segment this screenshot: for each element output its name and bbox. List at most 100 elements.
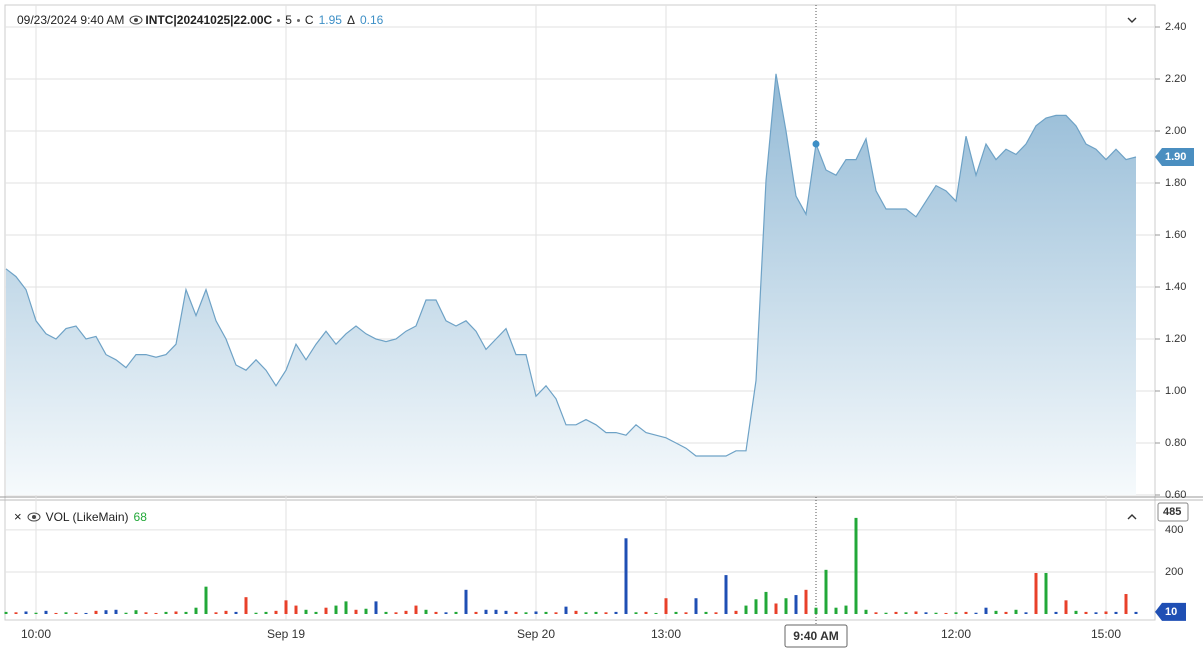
volume-bar [804,589,808,614]
x-tick-label: 10:00 [21,627,51,641]
volume-bar [604,612,608,614]
volume-bar [324,607,328,614]
volume-bar [594,611,598,614]
volume-bar [624,538,628,614]
volume-bar [304,609,308,614]
last-volume-tag [1155,602,1186,621]
x-tick-label: 13:00 [651,627,681,641]
volume-bar [144,612,148,614]
volume-bar [154,612,158,614]
volume-bar [334,605,338,614]
volume-bar [1094,612,1098,614]
volume-bar [74,612,78,614]
volume-bar [774,603,778,614]
volume-bar [384,611,388,614]
volume-bar [34,612,38,614]
volume-bar [254,612,258,614]
volume-bar [834,607,838,614]
y-tick-label: 1.60 [1165,229,1186,241]
volume-bar [964,611,968,614]
volume-bar [474,611,478,614]
close-icon[interactable]: × [14,509,22,524]
volume-bar [814,607,818,614]
volume-bar [244,597,248,614]
volume-bar [404,610,408,614]
volume-bar [894,611,898,614]
volume-bar [694,598,698,614]
volume-bar [564,606,568,614]
volume-bar [64,612,68,614]
volume-title: VOL (LikeMain) [45,509,129,524]
volume-bar [184,611,188,614]
volume-bar [584,612,588,614]
volume-bar [634,612,638,614]
volume-bar [14,612,18,614]
symbol: INTC|20241025|22.00C [145,13,273,27]
last-price-tag [1155,148,1194,166]
price-line [5,73,1137,457]
volume-bar [654,612,658,614]
volume-bar [214,612,218,614]
volume-bar [1134,611,1138,614]
volume-max-tag [1157,502,1189,522]
volume-bar [954,612,958,614]
volume-bar [944,612,948,614]
collapse-icon[interactable] [1127,514,1137,520]
y-tick-label: 200 [1165,566,1183,578]
volume-bar [4,611,8,614]
volume-bar [1014,609,1018,614]
volume-bar [734,610,738,614]
volume-bar [974,612,978,614]
eye-icon[interactable] [129,15,143,25]
volume-bar [54,612,58,614]
y-tick-label: 1.80 [1165,177,1186,189]
change-value: 0.16 [359,13,384,27]
volume-bar [24,611,28,614]
y-tick-label: 1.00 [1165,385,1186,397]
crosshair-label: 9:40 AM [793,629,839,643]
volume-bar [194,607,198,614]
volume-bar [1114,611,1118,614]
eye-icon[interactable] [27,512,41,522]
volume-bar [84,612,88,614]
volume-bar [684,612,688,614]
volume-bar [794,595,798,614]
volume-bar [1004,611,1008,614]
volume-max-label: 485 [1163,506,1181,518]
volume-bar [424,609,428,614]
y-tick-label: 2.00 [1165,125,1186,137]
volume-bar [314,611,318,614]
volume-bar [514,611,518,614]
volume-bar [924,612,928,614]
volume-bar [44,610,48,614]
volume-bar [484,609,488,614]
volume-bar [644,611,648,614]
volume-bar [1104,611,1108,614]
volume-bar [724,575,728,614]
volume-bar [914,611,918,614]
volume-bar [1074,610,1078,614]
volume-bar [94,610,98,614]
crosshair-label-box [784,624,848,648]
collapse-icon[interactable] [1127,17,1137,23]
volume-bar [544,611,548,614]
separator [277,18,281,22]
y-tick-label: 2.20 [1165,73,1186,85]
volume-bar [494,609,498,614]
volume-bar [174,611,178,614]
volume-bar [1054,611,1058,614]
volume-bar [784,598,788,614]
volume-bar [864,609,868,614]
volume-bar [274,610,278,614]
volume-header: × VOL (LikeMain) 68 [14,509,147,524]
volume-bar [454,611,458,614]
volume-bar [1064,600,1068,614]
volume-bar [284,600,288,614]
y-tick-label: 1.40 [1165,281,1186,293]
volume-bar [124,612,128,614]
y-tick-label: 1.20 [1165,333,1186,345]
volume-bar [294,605,298,614]
volume-bar [394,612,398,614]
volume-bar [344,601,348,614]
volume-bar [164,611,168,614]
